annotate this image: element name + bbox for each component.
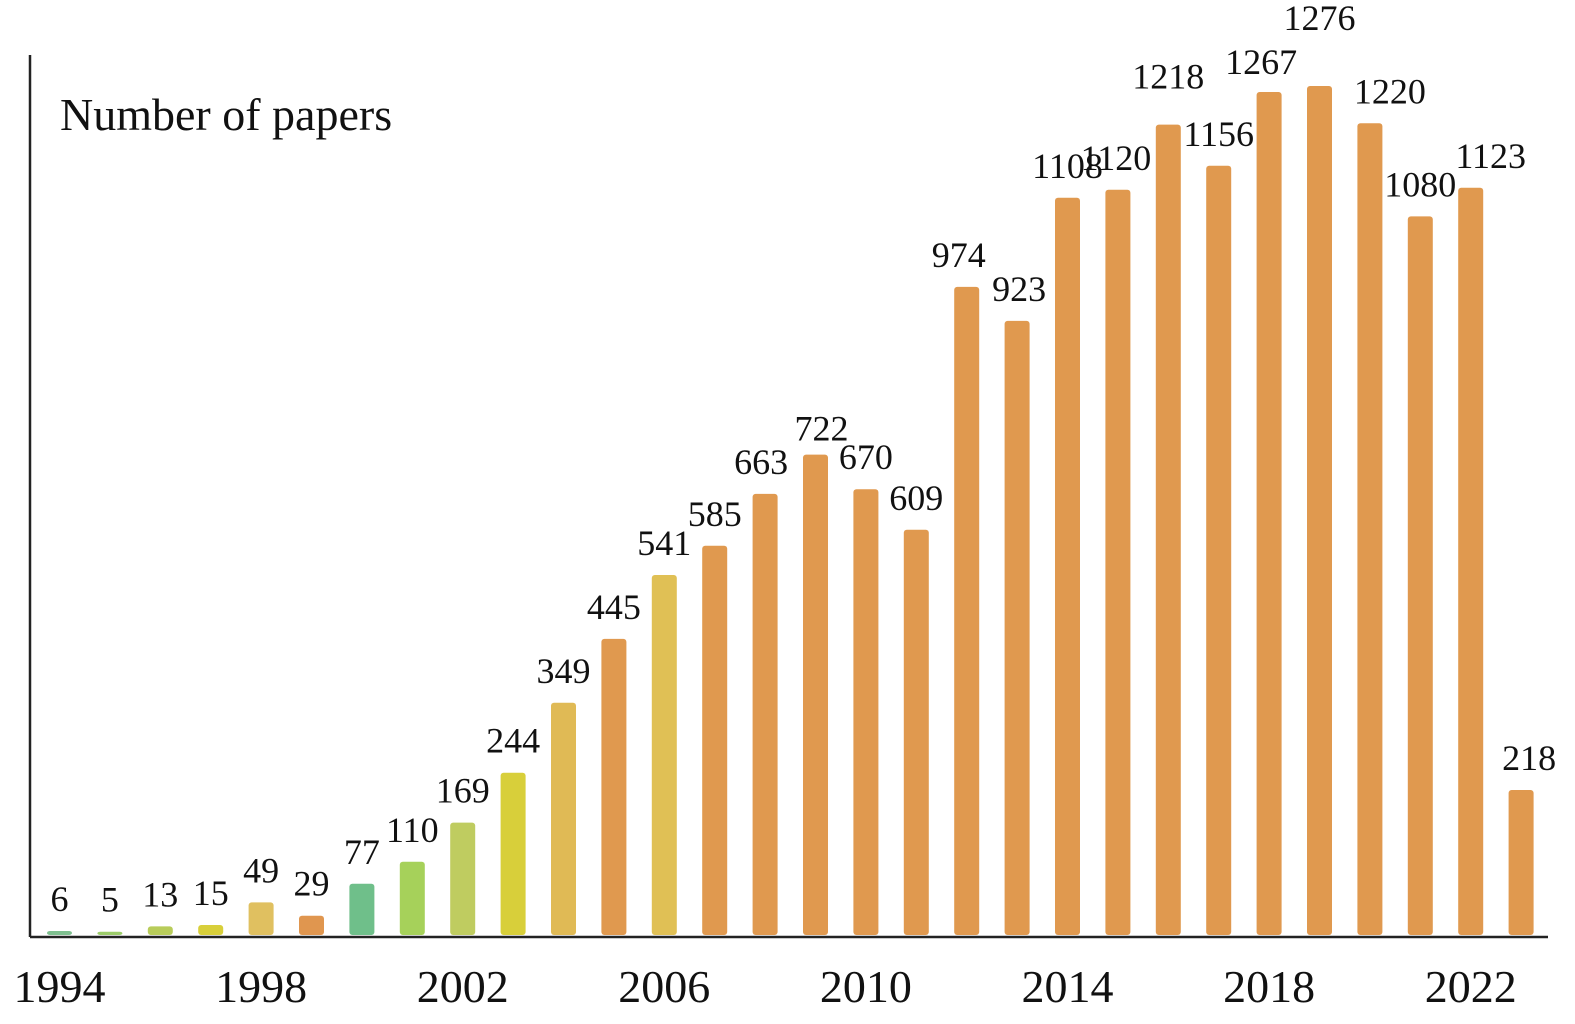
x-tick-label-2022: 2022 xyxy=(1425,961,1517,1012)
bar-2023 xyxy=(1508,790,1534,935)
bar-2006 xyxy=(651,575,677,935)
x-tick-label-2006: 2006 xyxy=(618,961,710,1012)
value-label-2014: 1108 xyxy=(1032,146,1103,186)
bar-1994 xyxy=(47,931,72,935)
value-label-2006: 541 xyxy=(637,523,691,563)
value-label-2022: 1123 xyxy=(1455,136,1526,176)
bar-1997 xyxy=(198,925,224,935)
value-label-2016: 1218 xyxy=(1132,57,1204,97)
x-tick-label-1998: 1998 xyxy=(215,961,307,1012)
x-tick-label-2010: 2010 xyxy=(820,961,912,1012)
value-label-2002: 169 xyxy=(436,771,490,811)
value-label-2023: 218 xyxy=(1502,738,1556,778)
value-label-2012: 974 xyxy=(932,235,986,275)
value-label-1994: 6 xyxy=(51,879,69,919)
bar-2001 xyxy=(399,861,425,935)
bar-2018 xyxy=(1256,92,1282,935)
bar-1999 xyxy=(299,915,324,935)
value-label-2003: 244 xyxy=(486,721,540,761)
bar-2003 xyxy=(500,772,526,935)
bar-2015 xyxy=(1105,189,1131,936)
value-label-1998: 49 xyxy=(243,850,279,890)
bar-2012 xyxy=(954,286,980,935)
bar-1998 xyxy=(248,902,274,935)
x-tick-label-2014: 2014 xyxy=(1022,961,1114,1012)
value-label-2017: 1156 xyxy=(1183,114,1254,154)
bar-2022 xyxy=(1458,187,1484,936)
bar-2013 xyxy=(1004,320,1030,935)
bar-1995 xyxy=(97,931,123,935)
bar-2000 xyxy=(349,883,375,935)
bar-2011 xyxy=(903,529,929,935)
value-label-2019: 1276 xyxy=(1284,0,1356,38)
bar-1996 xyxy=(147,926,173,935)
value-label-2004: 349 xyxy=(537,651,591,691)
bar-2004 xyxy=(551,702,576,935)
bar-2002 xyxy=(450,822,476,935)
bar-2009 xyxy=(803,454,828,935)
bar-2014 xyxy=(1055,197,1080,936)
value-label-2018: 1267 xyxy=(1225,42,1297,82)
value-label-2013: 923 xyxy=(992,269,1046,309)
value-label-2000: 77 xyxy=(344,832,380,872)
value-label-1999: 29 xyxy=(294,864,330,904)
value-label-2005: 445 xyxy=(587,587,641,627)
x-tick-label-1994: 1994 xyxy=(14,961,106,1012)
bar-2021 xyxy=(1407,216,1433,935)
x-tick-label-2002: 2002 xyxy=(417,961,509,1012)
bars-layer xyxy=(47,86,1534,936)
y-axis-label: Number of papers xyxy=(60,89,392,140)
bar-2010 xyxy=(853,489,879,935)
value-label-2008: 663 xyxy=(734,442,788,482)
bar-2007 xyxy=(702,545,728,935)
bar-2005 xyxy=(601,638,627,935)
value-label-2011: 609 xyxy=(889,478,943,518)
bar-2017 xyxy=(1206,165,1232,936)
value-label-2021: 1080 xyxy=(1384,164,1456,204)
value-label-2010: 670 xyxy=(839,437,893,477)
x-tick-label-2018: 2018 xyxy=(1223,961,1315,1012)
value-label-2009: 722 xyxy=(795,409,849,449)
bar-2019 xyxy=(1307,86,1332,935)
value-label-2001: 110 xyxy=(386,810,439,850)
value-label-1997: 15 xyxy=(193,873,229,913)
value-label-1996: 13 xyxy=(142,874,178,914)
bar-2020 xyxy=(1357,123,1383,936)
value-label-2015: 1120 xyxy=(1081,138,1152,178)
value-label-2007: 585 xyxy=(688,494,742,534)
bar-2008 xyxy=(752,493,778,935)
value-label-1995: 5 xyxy=(101,880,119,920)
value-label-2020: 1220 xyxy=(1354,71,1426,111)
x-tick-labels-layer: 1994 1998 2002 2006 2010 2014 2018 2022 xyxy=(14,961,1517,1012)
bar-2016 xyxy=(1155,124,1181,936)
